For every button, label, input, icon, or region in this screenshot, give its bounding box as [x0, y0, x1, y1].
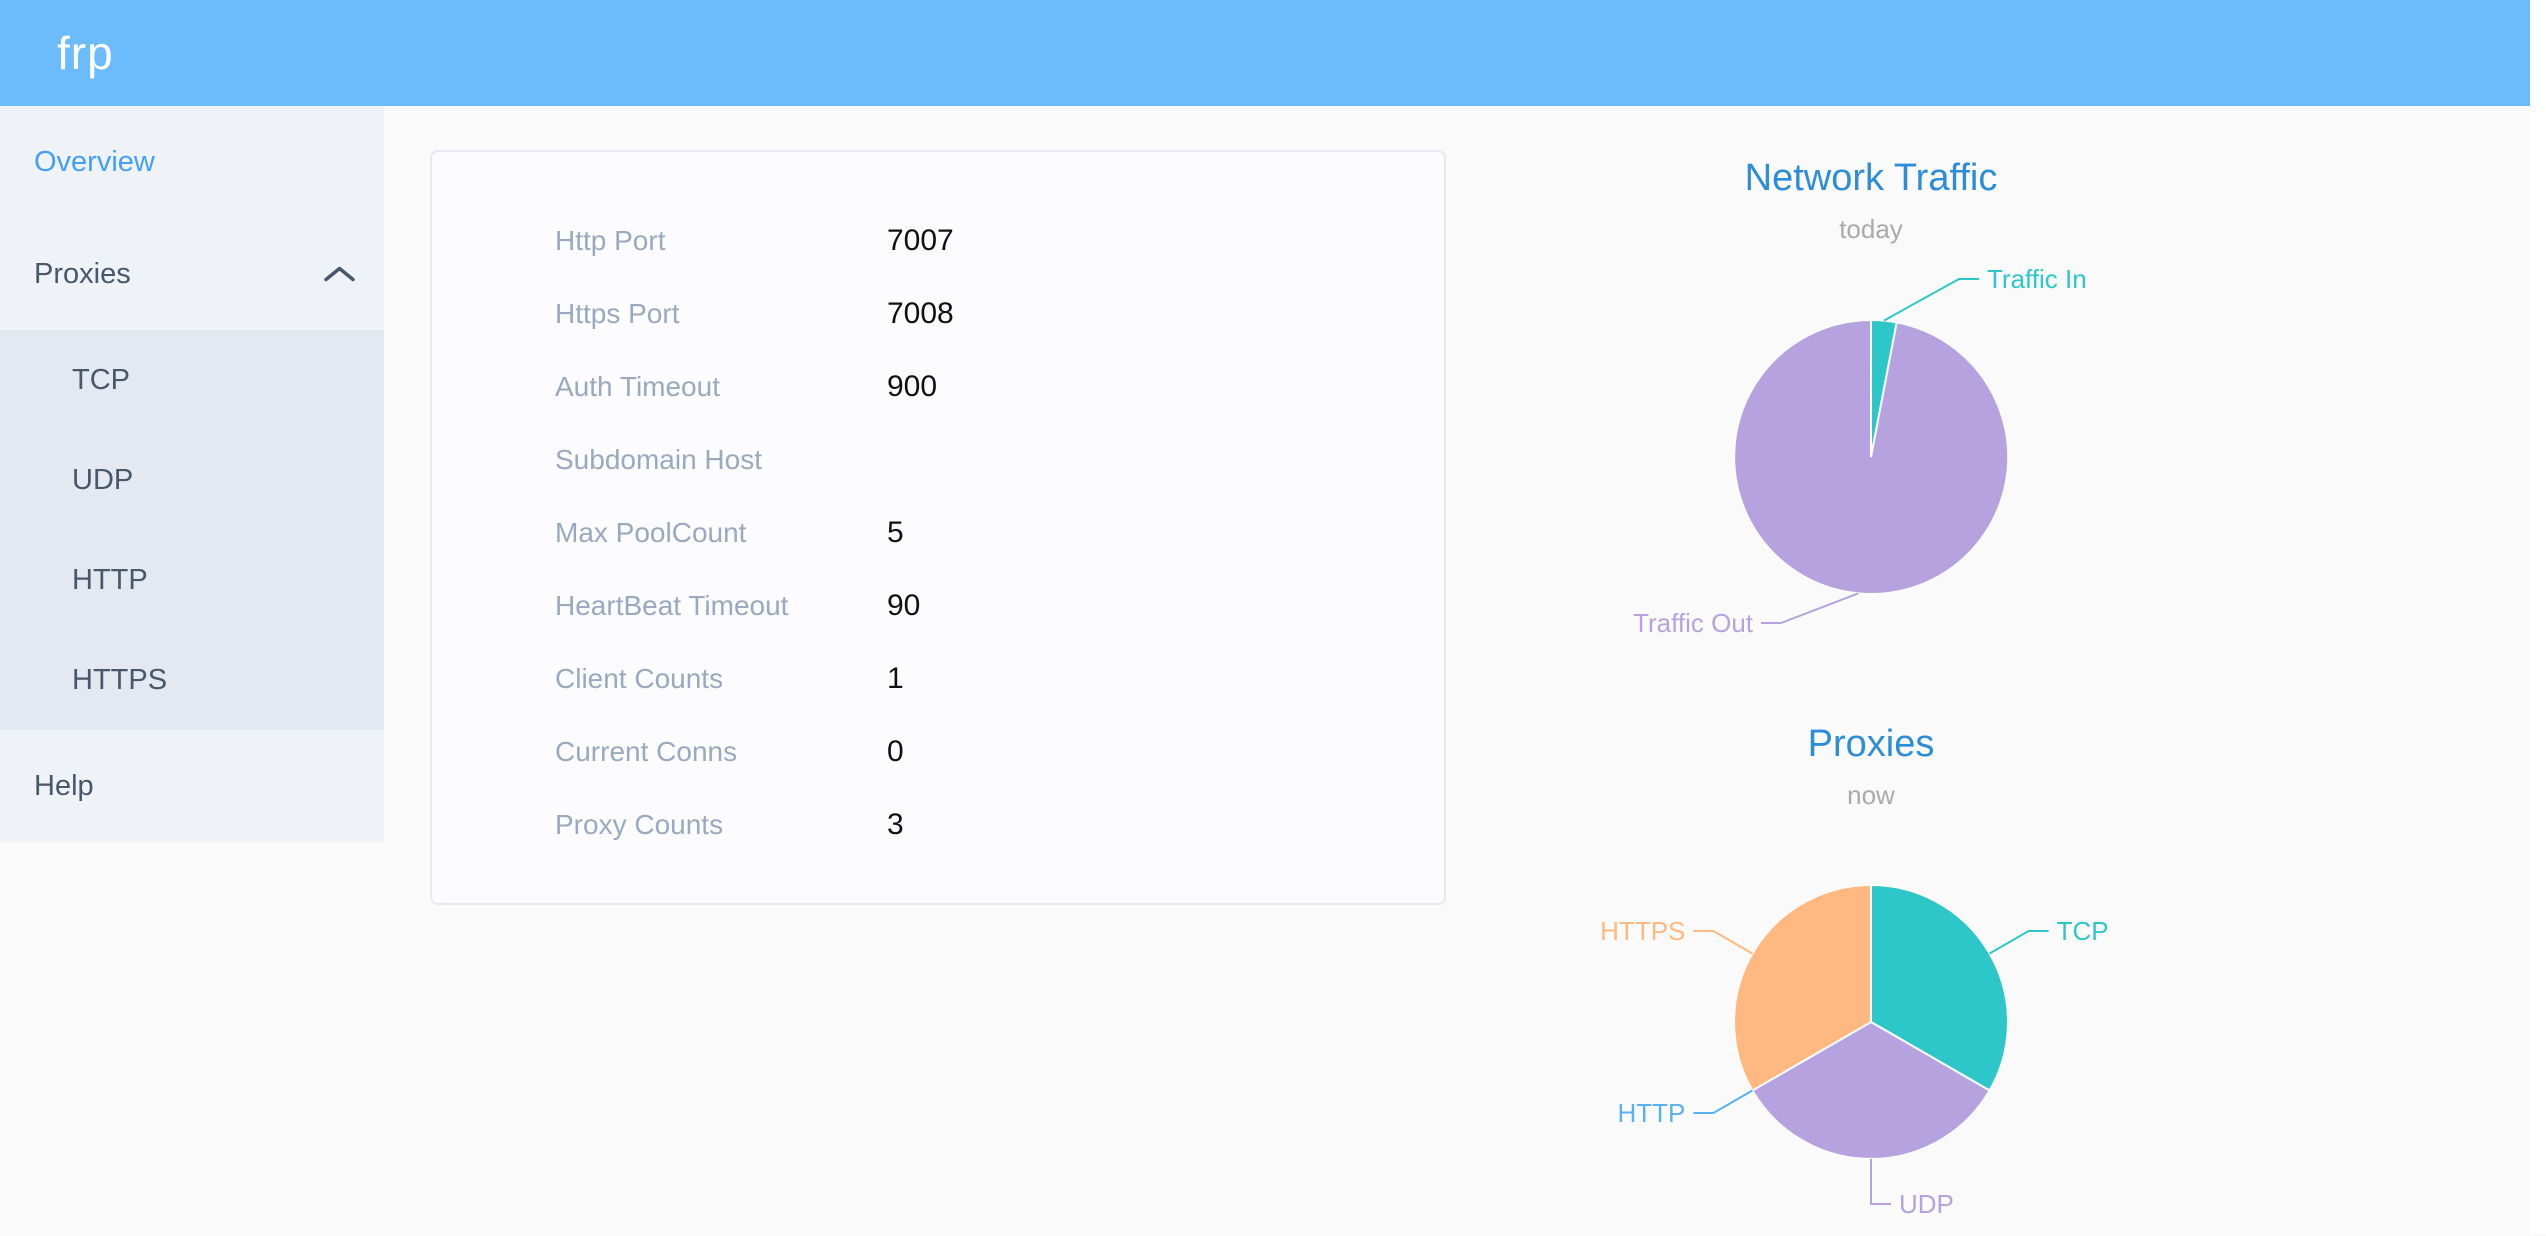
app-header: frp [0, 0, 2546, 106]
info-row: Current Conns 0 [432, 715, 1444, 788]
info-row: Auth Timeout 900 [432, 350, 1444, 423]
info-label: Auth Timeout [555, 370, 720, 402]
sidebar-menu: Overview Proxies TCP UDP HTTP HT [0, 106, 384, 842]
charts-panel: Network Traffic today Traffic In Traffic … [1520, 150, 2222, 1236]
info-value: 90 [887, 588, 921, 622]
info-row: Http Port 7007 [432, 204, 1444, 277]
info-row: HeartBeat Timeout 90 [432, 569, 1444, 642]
proxies-chart-subtitle: now [1847, 780, 1895, 810]
server-info-card: Http Port 7007 Https Port 7008 Auth Timeout 9… [430, 150, 1446, 905]
info-label: HeartBeat Timeout [555, 589, 789, 621]
main-content: Http Port 7007 Https Port 7008 Auth Timeout 9… [384, 106, 2546, 1234]
pie-label-udp: UDP [1899, 1189, 1954, 1219]
info-value: 0 [887, 734, 904, 768]
info-label: Proxy Counts [555, 808, 724, 840]
proxies-pie[interactable]: TCP UDP HTTP HTTPS [1520, 812, 2222, 1236]
chevron-up-icon [324, 266, 355, 282]
sidebar-item-label: HTTPS [72, 663, 168, 696]
sidebar-item-label: UDP [72, 463, 134, 496]
info-row: Subdomain Host [432, 423, 1444, 496]
info-label: Max PoolCount [555, 516, 747, 548]
info-row: Proxy Counts 3 [432, 788, 1444, 861]
info-label: Subdomain Host [555, 443, 763, 475]
pie-label-tcp: TCP [2057, 916, 2109, 946]
pie-label-line-traffic-out [1761, 592, 1859, 624]
pie-label-https: HTTPS [1600, 916, 1685, 946]
pie-label-line-tcp [1989, 930, 2049, 955]
sidebar-item-label: Overview [34, 145, 155, 178]
info-label: Client Counts [555, 662, 724, 694]
info-value: 1 [887, 661, 904, 695]
page-layout: Overview Proxies TCP UDP HTTP HT [0, 106, 2546, 1234]
info-row: Max PoolCount 5 [432, 496, 1444, 569]
sidebar-item-proxies[interactable]: Proxies [0, 218, 384, 330]
pie-slice-tcp[interactable] [1870, 883, 2009, 1092]
info-label: Http Port [555, 224, 666, 256]
info-label: Https Port [555, 297, 680, 329]
server-info-list: Http Port 7007 Https Port 7008 Auth Timeout 9… [432, 204, 1444, 861]
sidebar-item-http[interactable]: HTTP [0, 530, 384, 630]
sidebar-item-label: HTTP [72, 563, 148, 596]
pie-slice-udp[interactable] [1751, 1020, 1991, 1160]
info-row: Https Port 7008 [432, 277, 1444, 350]
pie-slice-traffic-out[interactable] [1733, 318, 2010, 595]
network-traffic-pie[interactable]: Traffic In Traffic Out [1520, 247, 2222, 667]
sidebar-item-label: Proxies [34, 257, 131, 290]
sidebar-item-https[interactable]: HTTPS [0, 630, 384, 730]
sidebar-submenu-proxies: TCP UDP HTTP HTTPS [0, 330, 384, 730]
pie-label-line-https [1693, 930, 1753, 955]
pie-label-line-traffic-in [1883, 278, 1979, 322]
pie-label-http: HTTP [1618, 1098, 1686, 1128]
pie-label-traffic-out: Traffic Out [1633, 608, 1754, 638]
info-label: Current Conns [555, 735, 738, 767]
pie-label-traffic-in: Traffic In [1987, 264, 2087, 294]
sidebar-item-label: Help [34, 769, 94, 802]
info-value: 7007 [887, 223, 954, 257]
app-logo: frp [57, 27, 114, 79]
info-value: 3 [887, 807, 904, 841]
sidebar-item-label: TCP [72, 363, 130, 396]
pie-slice-https[interactable] [1733, 883, 1872, 1092]
proxies-chart-title: Proxies [1807, 723, 1935, 765]
network-traffic-title: Network Traffic [1744, 157, 1998, 199]
pie-label-line-http [1693, 1089, 1753, 1114]
sidebar-item-overview[interactable]: Overview [0, 106, 384, 218]
sidebar-item-udp[interactable]: UDP [0, 430, 384, 530]
sidebar-item-help[interactable]: Help [0, 730, 384, 842]
network-traffic-subtitle: today [1839, 214, 1903, 244]
info-value: 5 [887, 515, 904, 549]
info-value: 7008 [887, 296, 954, 330]
sidebar: Overview Proxies TCP UDP HTTP HT [0, 106, 384, 842]
sidebar-item-tcp[interactable]: TCP [0, 330, 384, 430]
scrollbar-track[interactable] [2530, 0, 2546, 1234]
pie-label-line-udp [1870, 1159, 1891, 1205]
info-value: 900 [887, 369, 938, 403]
info-row: Client Counts 1 [432, 642, 1444, 715]
